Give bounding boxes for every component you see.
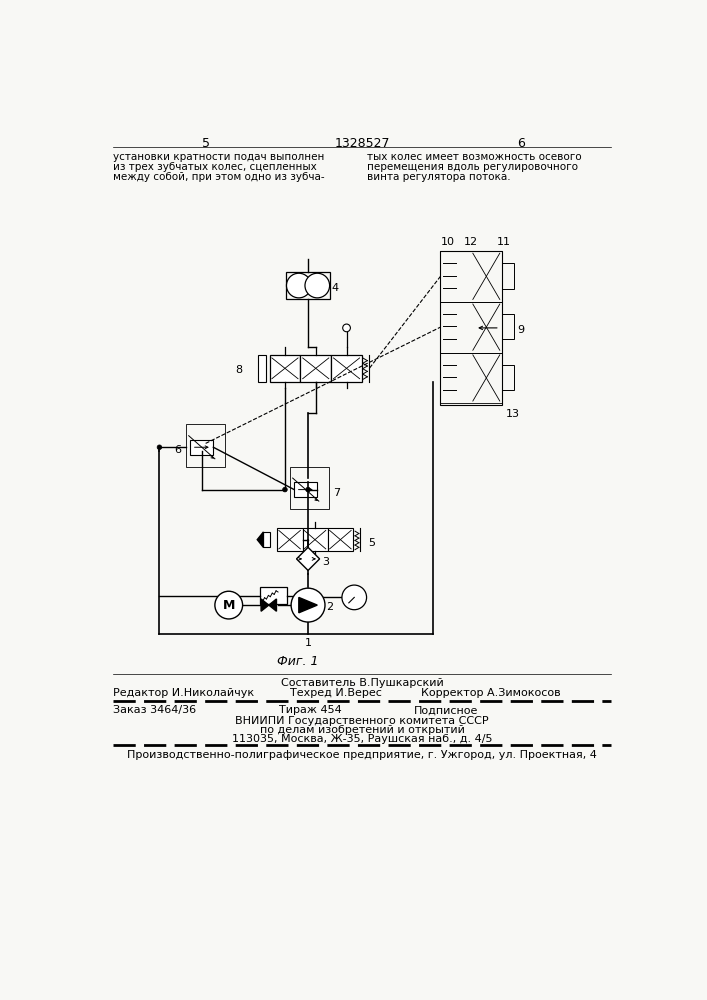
Polygon shape: [296, 547, 320, 570]
Text: Производственно-полиграфическое предприятие, г. Ужгород, ул. Проектная, 4: Производственно-полиграфическое предприя…: [127, 750, 597, 760]
Bar: [259, 587, 287, 604]
Text: 3: 3: [322, 557, 329, 567]
Text: 11: 11: [496, 237, 510, 247]
Bar: [303, 528, 328, 551]
Text: 2: 2: [327, 602, 334, 612]
Bar: [502, 263, 514, 289]
Text: тых колес имеет возможность осевого: тых колес имеет возможность осевого: [368, 152, 582, 162]
Text: 4: 4: [331, 283, 338, 293]
Text: между собой, при этом одно из зубча-: между собой, при этом одно из зубча-: [113, 172, 325, 182]
Text: 5: 5: [201, 137, 210, 150]
Text: М: М: [223, 599, 235, 612]
Text: Подписное: Подписное: [414, 705, 478, 715]
Circle shape: [283, 487, 287, 492]
Circle shape: [305, 487, 310, 492]
Text: Заказ 3464/36: Заказ 3464/36: [113, 705, 197, 715]
Circle shape: [291, 588, 325, 622]
Bar: [440, 251, 502, 405]
Bar: [502, 365, 514, 390]
Text: 5: 5: [368, 538, 375, 548]
Bar: [440, 353, 502, 403]
Text: из трех зубчатых колес, сцепленных: из трех зубчатых колес, сцепленных: [113, 162, 317, 172]
Text: Тираж 454: Тираж 454: [279, 705, 341, 715]
Text: винта регулятора потока.: винта регулятора потока.: [368, 172, 511, 182]
Text: перемещения вдоль регулировочного: перемещения вдоль регулировочного: [368, 162, 578, 172]
Bar: [277, 528, 303, 551]
Bar: [190, 440, 214, 455]
Bar: [286, 272, 329, 299]
Bar: [264, 532, 269, 547]
Bar: [440, 302, 502, 353]
Bar: [300, 355, 331, 382]
Circle shape: [157, 445, 162, 450]
Polygon shape: [269, 599, 276, 611]
Circle shape: [343, 324, 351, 332]
Bar: [187, 424, 225, 467]
Text: 12: 12: [464, 237, 479, 247]
Text: 8: 8: [235, 365, 243, 375]
Text: Составитель В.Пушкарский: Составитель В.Пушкарский: [281, 678, 443, 688]
Text: 9: 9: [518, 325, 525, 335]
Circle shape: [305, 273, 329, 298]
Text: по делам изобретений и открытий: по делам изобретений и открытий: [259, 725, 464, 735]
Text: 10: 10: [441, 237, 455, 247]
Text: 1328527: 1328527: [334, 137, 390, 150]
Text: ВНИИПИ Государственного комитета СССР: ВНИИПИ Государственного комитета СССР: [235, 716, 489, 726]
Bar: [502, 314, 514, 339]
Text: Фиг. 1: Фиг. 1: [277, 655, 319, 668]
Text: 7: 7: [333, 488, 340, 498]
Polygon shape: [257, 532, 264, 547]
Text: Редактор И.Николайчук: Редактор И.Николайчук: [113, 688, 255, 698]
Text: 6: 6: [518, 137, 525, 150]
Bar: [269, 355, 300, 382]
Bar: [328, 528, 354, 551]
Text: 6: 6: [174, 445, 181, 455]
Bar: [440, 251, 502, 302]
Text: Техред И.Верес: Техред И.Верес: [291, 688, 382, 698]
Polygon shape: [261, 599, 269, 611]
Text: 1: 1: [305, 638, 312, 648]
Bar: [294, 482, 317, 497]
Circle shape: [342, 585, 366, 610]
Bar: [258, 355, 266, 382]
Bar: [291, 466, 329, 509]
Bar: [331, 355, 362, 382]
Text: 13: 13: [506, 409, 520, 419]
Text: Корректор А.Зимокосов: Корректор А.Зимокосов: [421, 688, 561, 698]
Text: 113035, Москва, Ж-35, Раушская наб., д. 4/5: 113035, Москва, Ж-35, Раушская наб., д. …: [232, 734, 492, 744]
Circle shape: [215, 591, 243, 619]
Polygon shape: [299, 597, 317, 613]
Text: установки кратности подач выполнен: установки кратности подач выполнен: [113, 152, 325, 162]
Circle shape: [286, 273, 311, 298]
